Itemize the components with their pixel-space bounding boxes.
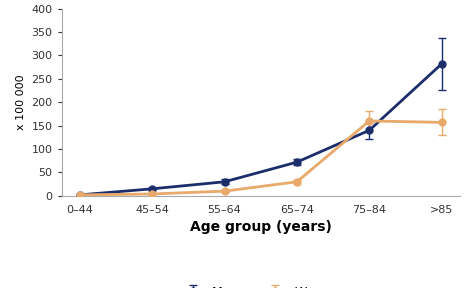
- Y-axis label: x 100 000: x 100 000: [16, 74, 26, 130]
- Legend: Men, Women: Men, Women: [175, 281, 346, 288]
- X-axis label: Age group (years): Age group (years): [190, 220, 332, 234]
